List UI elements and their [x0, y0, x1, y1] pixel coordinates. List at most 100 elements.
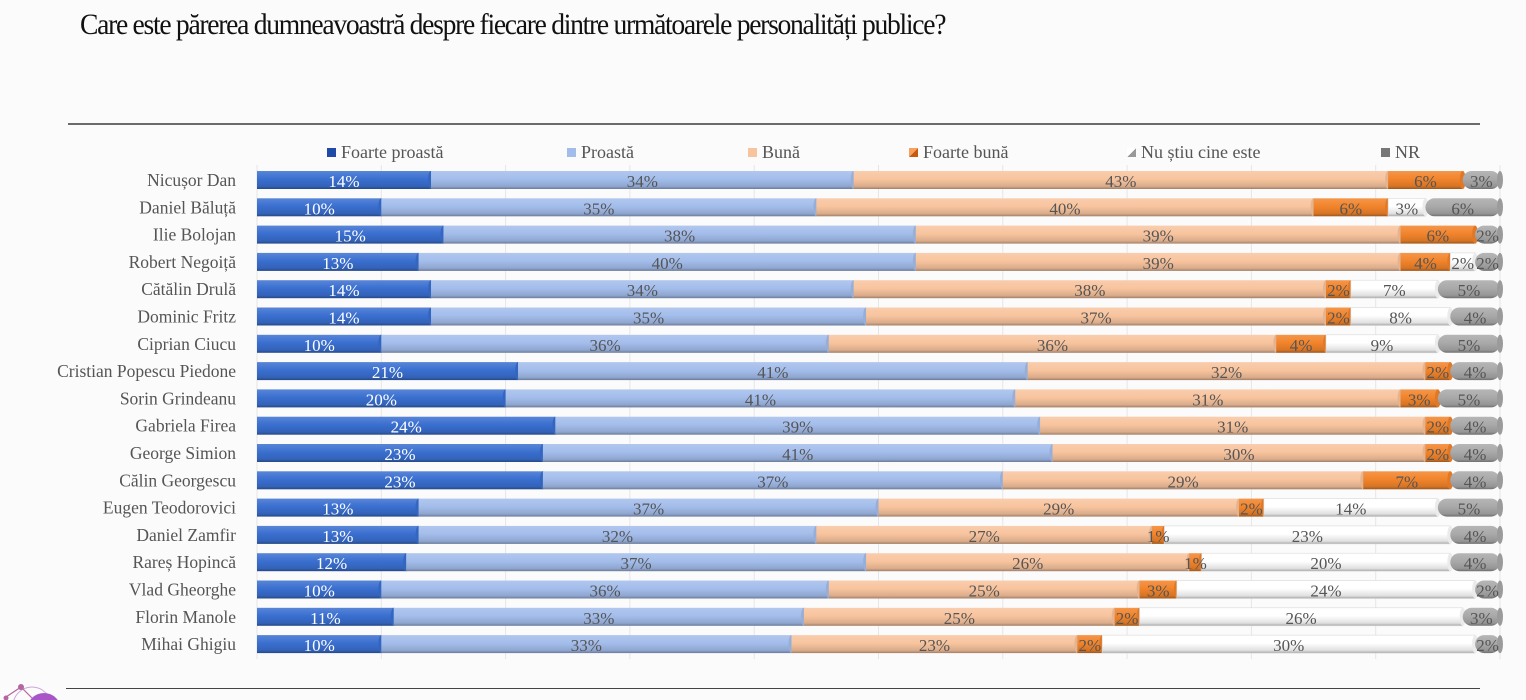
value-label: 2% [1476, 636, 1499, 655]
value-label: 32% [602, 527, 633, 546]
category-label: Dominic Fritz [137, 307, 236, 327]
value-label: 25% [944, 609, 975, 628]
legend-swatch-icon [1127, 148, 1136, 157]
bars [257, 171, 1503, 654]
category-label: George Simion [130, 443, 236, 463]
value-label: 3% [1395, 199, 1418, 218]
value-label: 15% [335, 227, 366, 246]
bar-segment-foarte-proasta [257, 471, 543, 490]
bar-cap [1497, 362, 1503, 381]
bar-segment-buna [1052, 444, 1426, 462]
value-label: 4% [1464, 309, 1487, 328]
bar-cap [1497, 334, 1503, 353]
value-label: 2% [1116, 609, 1139, 628]
category-label: Ilie Bolojan [153, 225, 236, 245]
value-label: 14% [328, 281, 359, 300]
bar-segment-nr [1475, 225, 1500, 244]
value-label: 1% [1184, 554, 1207, 573]
bar-row-mihai-ghigiu [257, 634, 1503, 654]
value-label: 2% [1451, 254, 1474, 273]
value-label: 38% [1074, 281, 1105, 300]
bar-segment-foarte-proasta [257, 553, 407, 572]
value-label: 2% [1327, 309, 1350, 328]
value-label: 2% [1427, 445, 1450, 464]
value-label: 43% [1105, 172, 1136, 191]
bar-segment-buna [1040, 416, 1426, 435]
value-label: 36% [1037, 336, 1068, 355]
bar-segment-foarte-buna [1325, 280, 1351, 299]
bar-row-vlad-gheorghe [257, 580, 1503, 599]
value-label: 4% [1464, 363, 1487, 382]
bar-segment-proasta [443, 225, 916, 244]
category-label: Rareș Hopincă [132, 552, 236, 572]
bar-segment-foarte-buna [1400, 389, 1438, 408]
bar-cap [1497, 416, 1503, 435]
bar-segment-foarte-buna [1151, 525, 1165, 544]
category-label: Gabriela Firea [135, 416, 236, 436]
bar-segment-foarte-proasta [257, 171, 432, 189]
bar-cap [1497, 280, 1503, 299]
value-label: 4% [1464, 527, 1487, 546]
value-label: 41% [782, 445, 813, 464]
top-divider [68, 123, 1480, 125]
value-label: 6% [1451, 199, 1474, 218]
bar-segment-foarte-buna [1325, 307, 1351, 326]
bar-segment-foarte-buna [1425, 362, 1451, 381]
bar-segment-proasta [418, 498, 879, 517]
value-label: 3% [1147, 582, 1170, 601]
bar-segment-foarte-buna [1313, 198, 1389, 217]
bar-segment-nr [1450, 553, 1500, 572]
legend-item-foarte-buna: Foarte bună [909, 142, 1008, 163]
value-label: 2% [1078, 636, 1101, 655]
value-label: 2% [1240, 500, 1263, 519]
bar-row-sorin-grindeanu [257, 389, 1503, 408]
value-label: 21% [372, 363, 403, 382]
bar-segment-foarte-proasta [257, 225, 444, 244]
bar-cap [1497, 635, 1503, 654]
value-label: 4% [1290, 336, 1313, 355]
bar-row-ilie-bolojan [257, 225, 1503, 244]
value-label: 4% [1464, 418, 1487, 437]
category-labels: Nicușor Dan Daniel Băluță Ilie Bolojan Robe… [57, 170, 236, 654]
category-label: Eugen Teodorovici [103, 498, 236, 518]
value-label: 34% [627, 172, 658, 191]
value-label: 23% [919, 636, 950, 655]
bar-segment-proasta [431, 280, 854, 299]
bar-cap [1497, 252, 1503, 271]
legend: Foarte proastă Proastă Bună Foarte bună Nu ș… [0, 142, 1526, 164]
bar-segment-nr [1462, 607, 1500, 626]
bottom-divider [66, 688, 1480, 689]
value-label: 37% [621, 554, 652, 573]
bar-row-florin-manole [257, 607, 1503, 627]
value-label: 5% [1458, 281, 1481, 300]
value-label: 26% [1012, 554, 1043, 573]
value-label: 13% [322, 254, 353, 273]
bar-cap [1497, 225, 1503, 244]
legend-label: Foarte proastă [341, 142, 444, 162]
bar-segment-buna [816, 525, 1152, 544]
bar-segment-foarte-buna [1238, 498, 1264, 517]
value-label: 39% [1143, 254, 1174, 273]
value-label: 3% [1470, 609, 1493, 628]
bar-segment-proasta [406, 553, 867, 572]
value-label: 31% [1192, 390, 1223, 409]
bar-segment-foarte-proasta [257, 334, 382, 353]
bar-cap [1497, 471, 1503, 490]
bar-segment-foarte-proasta [257, 252, 419, 271]
brand-logo-icon [3, 684, 58, 700]
legend-label: Bună [762, 142, 800, 162]
bar-segment-proasta [393, 607, 804, 626]
value-label: 4% [1464, 554, 1487, 573]
value-label: 2% [1476, 582, 1499, 601]
bar-segment-foarte-proasta [257, 416, 556, 435]
value-label: 7% [1395, 472, 1418, 491]
bar-segment-nr [1450, 416, 1500, 435]
value-label: 11% [310, 609, 341, 628]
category-label: Daniel Băluță [139, 197, 236, 217]
category-label: Ciprian Ciucu [137, 334, 236, 354]
bar-segment-foarte-buna [1363, 471, 1451, 490]
legend-swatch-icon [1381, 148, 1390, 157]
bar-segment-buna [853, 280, 1326, 299]
value-label: 2% [1427, 363, 1450, 382]
value-label: 10% [304, 636, 335, 655]
